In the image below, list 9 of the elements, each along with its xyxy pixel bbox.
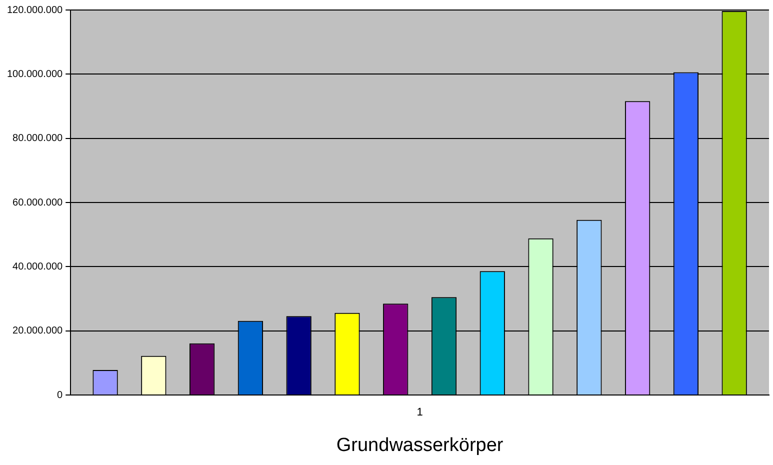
y-tick-label: 40.000.000: [12, 261, 64, 272]
y-tick-label: 0: [57, 390, 64, 401]
y-tick-label: 100.000.000: [6, 68, 64, 80]
x-axis-title: Grundwasserkörper: [336, 434, 504, 456]
y-tick-label: 80.000.000: [12, 133, 64, 144]
y-tick-label: 60.000.000: [12, 197, 64, 208]
y-tick-label: 20.000.000: [12, 326, 64, 337]
y-tick-label: 120.000.000: [6, 4, 64, 16]
x-tick-label: 1: [416, 406, 423, 419]
